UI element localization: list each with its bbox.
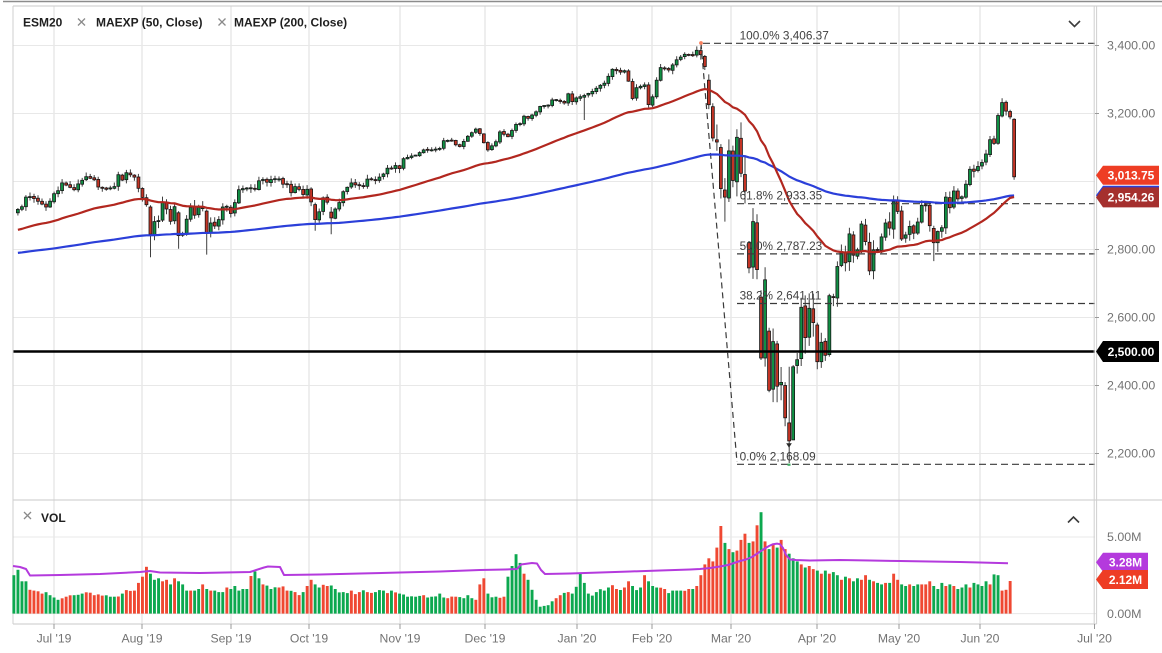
svg-text:Feb '20: Feb '20 bbox=[632, 632, 672, 646]
svg-text:2,400.00: 2,400.00 bbox=[1107, 379, 1155, 393]
svg-text:0.0% 2,168.09: 0.0% 2,168.09 bbox=[740, 449, 816, 463]
svg-text:Jun '20: Jun '20 bbox=[961, 632, 1000, 646]
svg-text:Mar '20: Mar '20 bbox=[711, 632, 751, 646]
svg-text:ESM20: ESM20 bbox=[23, 16, 63, 30]
svg-text:Dec '19: Dec '19 bbox=[465, 632, 506, 646]
svg-text:May '20: May '20 bbox=[878, 632, 921, 646]
svg-text:2,800.00: 2,800.00 bbox=[1107, 243, 1155, 257]
svg-text:Apr '20: Apr '20 bbox=[798, 632, 836, 646]
svg-text:Aug '19: Aug '19 bbox=[122, 632, 163, 646]
svg-text:2,954.26: 2,954.26 bbox=[1108, 191, 1155, 205]
svg-text:50.0% 2,787.23: 50.0% 2,787.23 bbox=[740, 239, 823, 253]
svg-text:MAEXP (200, Close): MAEXP (200, Close) bbox=[234, 16, 347, 30]
svg-text:2,200.00: 2,200.00 bbox=[1107, 447, 1155, 461]
svg-text:2,600.00: 2,600.00 bbox=[1107, 311, 1155, 325]
svg-text:38.2% 2,641.11: 38.2% 2,641.11 bbox=[740, 289, 822, 303]
svg-text:5.00M: 5.00M bbox=[1107, 530, 1141, 544]
svg-text:Jul '20: Jul '20 bbox=[1077, 632, 1112, 646]
svg-text:3,400.00: 3,400.00 bbox=[1107, 39, 1155, 53]
svg-text:0.00M: 0.00M bbox=[1107, 607, 1141, 621]
svg-text:Nov '19: Nov '19 bbox=[380, 632, 421, 646]
svg-text:MAEXP (50, Close): MAEXP (50, Close) bbox=[96, 16, 202, 30]
svg-text:Jul '19: Jul '19 bbox=[37, 632, 72, 646]
svg-text:2,500.00: 2,500.00 bbox=[1108, 345, 1155, 359]
svg-text:2.12M: 2.12M bbox=[1109, 573, 1142, 587]
svg-text:3,200.00: 3,200.00 bbox=[1107, 107, 1155, 121]
svg-text:Jan '20: Jan '20 bbox=[558, 632, 597, 646]
svg-text:100.0% 3,406.37: 100.0% 3,406.37 bbox=[740, 28, 829, 42]
svg-text:Sep '19: Sep '19 bbox=[211, 632, 252, 646]
svg-text:3.28M: 3.28M bbox=[1109, 556, 1142, 570]
svg-text:61.8% 2,933.35: 61.8% 2,933.35 bbox=[740, 189, 823, 203]
svg-text:VOL: VOL bbox=[41, 511, 66, 525]
svg-text:3,013.75: 3,013.75 bbox=[1108, 169, 1155, 183]
svg-text:Oct '19: Oct '19 bbox=[290, 632, 328, 646]
